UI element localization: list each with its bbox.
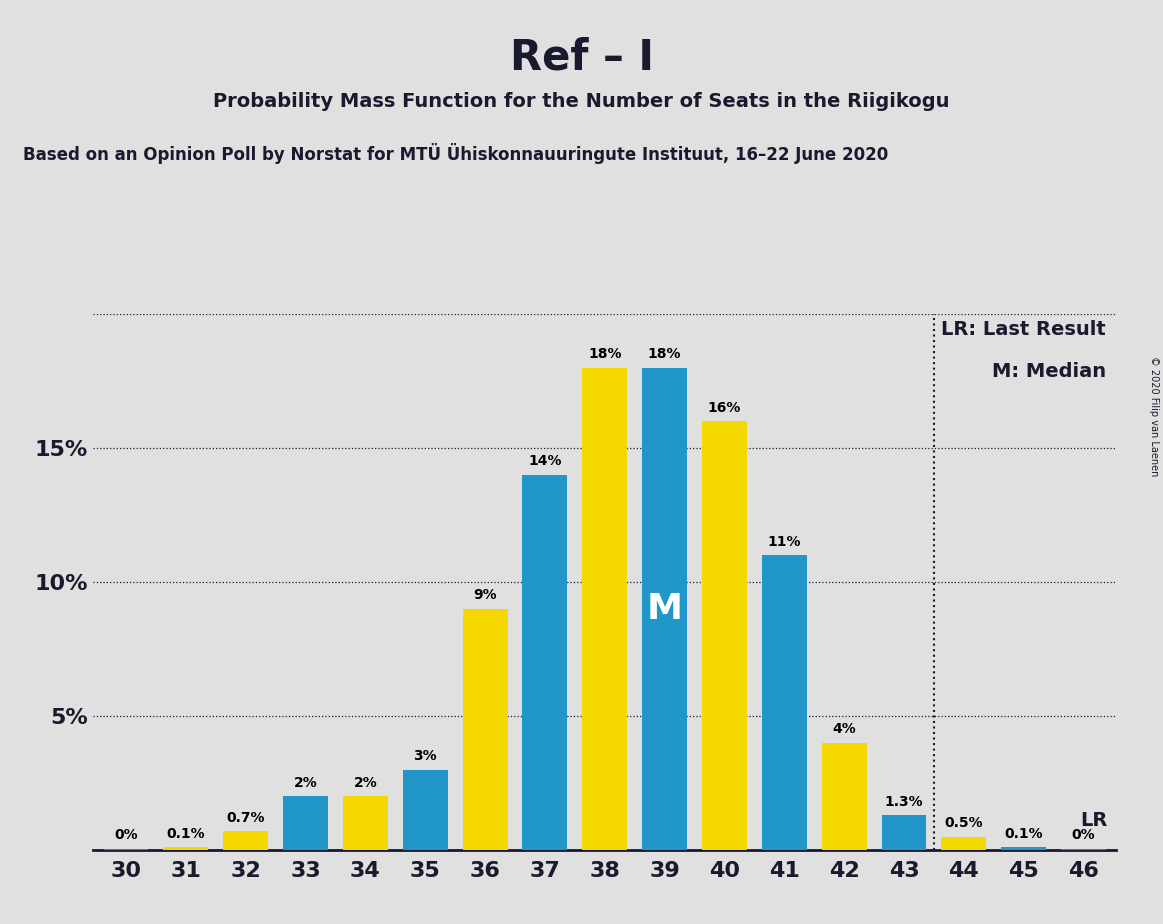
Text: 0.7%: 0.7% (227, 810, 265, 824)
Text: 2%: 2% (354, 776, 377, 790)
Text: 3%: 3% (413, 749, 437, 763)
Bar (702, 421, 747, 850)
Text: © 2020 Filip van Laenen: © 2020 Filip van Laenen (1149, 356, 1158, 476)
Bar (463, 609, 507, 850)
Bar (1061, 849, 1106, 850)
Text: 14%: 14% (528, 455, 562, 468)
Text: 18%: 18% (588, 347, 621, 361)
Text: LR: Last Result: LR: Last Result (942, 320, 1106, 338)
Bar (941, 837, 986, 850)
Text: 9%: 9% (473, 589, 497, 602)
Bar (283, 796, 328, 850)
Text: 18%: 18% (648, 347, 682, 361)
Bar (1001, 847, 1047, 850)
Text: 1.3%: 1.3% (885, 795, 923, 808)
Bar (642, 368, 687, 850)
Bar (402, 770, 448, 850)
Bar (822, 743, 866, 850)
Bar (762, 555, 807, 850)
Bar (882, 815, 927, 850)
Text: Ref – I: Ref – I (509, 37, 654, 79)
Text: 0.1%: 0.1% (166, 827, 205, 841)
Bar (163, 847, 208, 850)
Text: 16%: 16% (708, 401, 741, 415)
Text: 0%: 0% (114, 828, 137, 842)
Text: 0%: 0% (1072, 828, 1096, 842)
Bar (522, 475, 568, 850)
Bar (104, 849, 149, 850)
Text: 11%: 11% (768, 535, 801, 549)
Bar (583, 368, 627, 850)
Text: Probability Mass Function for the Number of Seats in the Riigikogu: Probability Mass Function for the Number… (213, 92, 950, 112)
Text: Based on an Opinion Poll by Norstat for MTÜ Ühiskonnauuringute Instituut, 16–22 : Based on an Opinion Poll by Norstat for … (23, 143, 889, 164)
Text: 2%: 2% (293, 776, 317, 790)
Text: 0.1%: 0.1% (1005, 827, 1043, 841)
Text: M: Median: M: Median (992, 362, 1106, 382)
Text: LR: LR (1080, 811, 1107, 830)
Bar (223, 832, 269, 850)
Text: 4%: 4% (833, 723, 856, 736)
Text: 0.5%: 0.5% (944, 816, 983, 830)
Text: M: M (647, 592, 683, 626)
Bar (343, 796, 387, 850)
